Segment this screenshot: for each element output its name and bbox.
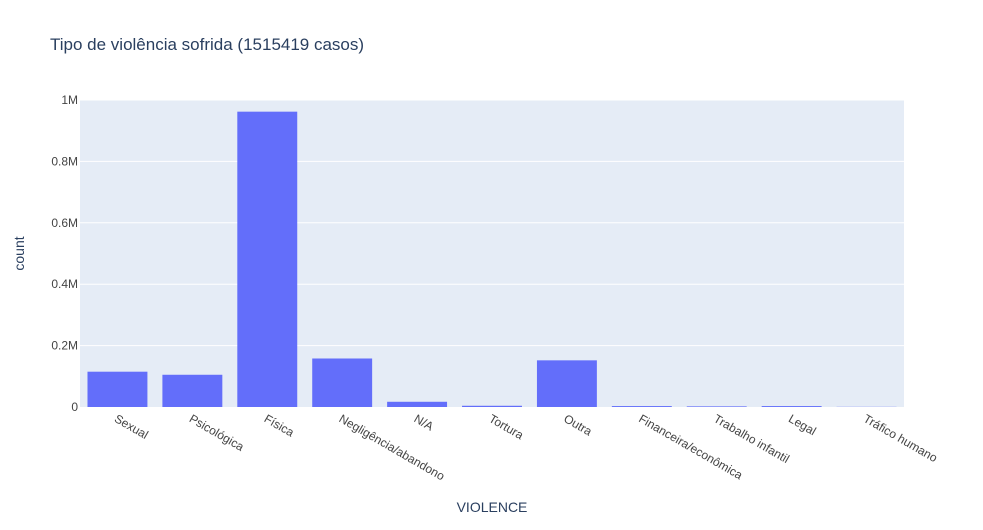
x-tick-label: Física: [262, 411, 297, 439]
y-tick-label: 0.4M: [51, 277, 78, 291]
y-tick-label: 0: [71, 400, 78, 414]
bar: [687, 406, 747, 407]
x-tick-label: Sexual: [112, 411, 151, 441]
bar: [387, 402, 447, 407]
bar: [612, 406, 672, 407]
bar: [312, 358, 372, 407]
chart-title: Tipo de violência sofrida (1515419 casos…: [50, 35, 364, 54]
bar: [87, 372, 147, 407]
bar: [162, 375, 222, 407]
bar: [762, 406, 822, 407]
x-tick-label: N/A: [412, 411, 436, 433]
y-tick-label: 0.8M: [51, 154, 78, 168]
bar: [237, 112, 297, 407]
x-tick-label: Outra: [561, 411, 594, 438]
bar: [462, 406, 522, 407]
plot-background: [80, 100, 904, 407]
x-tick-label: Legal: [786, 411, 818, 438]
y-axis-title: count: [11, 236, 27, 270]
y-tick-label: 0.6M: [51, 216, 78, 230]
y-tick-label: 0.2M: [51, 339, 78, 353]
y-tick-label: 1M: [61, 93, 78, 107]
x-axis-title: VIOLENCE: [457, 499, 528, 515]
x-tick-label: Tortura: [487, 411, 527, 442]
bar: [537, 360, 597, 407]
y-axis-ticks: 0 0.2M 0.4M 0.6M 0.8M 1M: [51, 93, 78, 414]
x-tick-label: Psicológica: [187, 411, 247, 454]
x-tick-label: Tráfico humano: [861, 411, 940, 465]
